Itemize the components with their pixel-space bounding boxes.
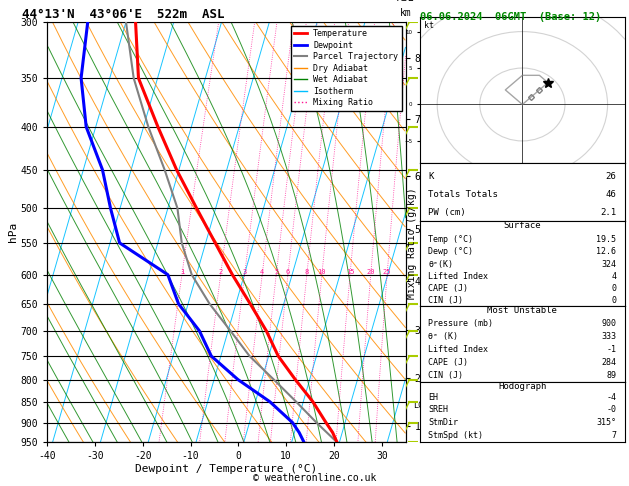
Text: 315°: 315°: [596, 418, 616, 427]
Text: StmSpd (kt): StmSpd (kt): [428, 431, 483, 440]
Text: CIN (J): CIN (J): [428, 371, 464, 380]
Text: 44°13'N  43°06'E  522m  ASL: 44°13'N 43°06'E 522m ASL: [22, 8, 225, 21]
Text: 2.1: 2.1: [600, 208, 616, 217]
Text: -0: -0: [606, 405, 616, 415]
Text: 10: 10: [318, 269, 326, 275]
Text: 06.06.2024  06GMT  (Base: 12): 06.06.2024 06GMT (Base: 12): [420, 12, 601, 22]
Y-axis label: hPa: hPa: [8, 222, 18, 242]
Text: θᵉ (K): θᵉ (K): [428, 332, 459, 341]
Text: 46: 46: [606, 190, 616, 199]
Text: 900: 900: [601, 319, 616, 329]
Text: 19.5: 19.5: [596, 235, 616, 244]
Text: 25: 25: [383, 269, 391, 275]
Text: 5: 5: [274, 269, 278, 275]
Text: 2: 2: [218, 269, 223, 275]
Text: CAPE (J): CAPE (J): [428, 284, 469, 293]
Text: 20: 20: [367, 269, 375, 275]
Text: StmDir: StmDir: [428, 418, 459, 427]
Text: -4: -4: [606, 393, 616, 401]
Text: 4: 4: [260, 269, 264, 275]
Text: 6: 6: [286, 269, 290, 275]
Text: Lifted Index: Lifted Index: [428, 272, 488, 280]
Text: ASL: ASL: [397, 0, 415, 3]
Text: 12.6: 12.6: [596, 247, 616, 257]
Text: 26: 26: [606, 172, 616, 181]
Text: Dewp (°C): Dewp (°C): [428, 247, 474, 257]
Text: K: K: [428, 172, 434, 181]
Text: 8: 8: [304, 269, 309, 275]
Text: © weatheronline.co.uk: © weatheronline.co.uk: [253, 473, 376, 483]
Text: EH: EH: [428, 393, 438, 401]
Text: Pressure (mb): Pressure (mb): [428, 319, 493, 329]
Text: km: km: [400, 8, 411, 17]
Text: CIN (J): CIN (J): [428, 295, 464, 305]
Text: 4: 4: [611, 272, 616, 280]
Text: 284: 284: [601, 358, 616, 367]
Text: Most Unstable: Most Unstable: [487, 306, 557, 315]
Text: 324: 324: [601, 260, 616, 268]
Text: Surface: Surface: [504, 221, 541, 230]
Text: 89: 89: [606, 371, 616, 380]
Text: -1: -1: [606, 345, 616, 354]
Text: kt: kt: [425, 21, 434, 31]
Text: 333: 333: [601, 332, 616, 341]
Text: Lifted Index: Lifted Index: [428, 345, 488, 354]
Text: 3: 3: [242, 269, 247, 275]
Text: 0: 0: [611, 295, 616, 305]
Text: 0: 0: [611, 284, 616, 293]
Text: Temp (°C): Temp (°C): [428, 235, 474, 244]
Text: PW (cm): PW (cm): [428, 208, 466, 217]
Text: Hodograph: Hodograph: [498, 382, 547, 391]
Text: 7: 7: [611, 431, 616, 440]
Legend: Temperature, Dewpoint, Parcel Trajectory, Dry Adiabat, Wet Adiabat, Isotherm, Mi: Temperature, Dewpoint, Parcel Trajectory…: [291, 26, 401, 111]
Text: 1: 1: [180, 269, 184, 275]
Text: Mixing Ratio (g/kg): Mixing Ratio (g/kg): [407, 187, 417, 299]
X-axis label: Dewpoint / Temperature (°C): Dewpoint / Temperature (°C): [135, 464, 318, 474]
Text: θᵉ(K): θᵉ(K): [428, 260, 454, 268]
Text: CAPE (J): CAPE (J): [428, 358, 469, 367]
Text: 15: 15: [346, 269, 354, 275]
Text: Totals Totals: Totals Totals: [428, 190, 498, 199]
Text: LCL: LCL: [413, 401, 428, 411]
Text: SREH: SREH: [428, 405, 448, 415]
